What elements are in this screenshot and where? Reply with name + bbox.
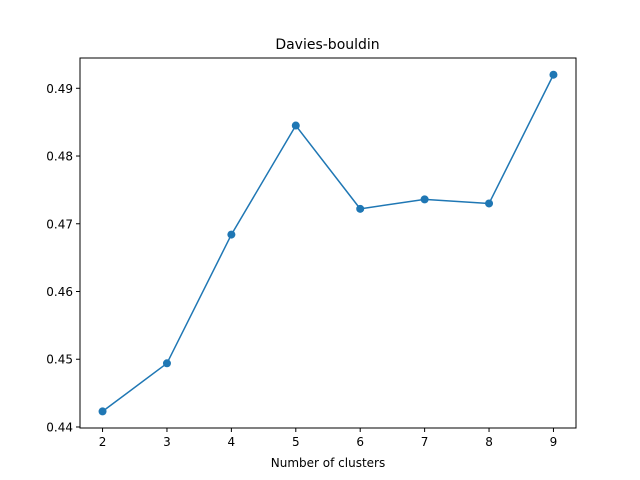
data-point xyxy=(420,195,429,204)
y-tick-label: 0.47 xyxy=(46,217,73,231)
y-tick-label: 0.44 xyxy=(46,420,73,434)
y-axis-ticks: 0.44 0.45 0.46 0.47 0.48 0.49 xyxy=(46,82,80,434)
x-tick-label: 3 xyxy=(163,435,171,449)
x-axis-label: Number of clusters xyxy=(271,456,385,470)
plot-area-frame xyxy=(79,57,577,429)
y-tick-label: 0.46 xyxy=(46,285,73,299)
data-point xyxy=(485,199,494,208)
chart-title: Davies-bouldin xyxy=(275,37,379,53)
y-tick-label: 0.49 xyxy=(46,82,73,96)
x-tick-label: 7 xyxy=(421,435,429,449)
x-tick-label: 4 xyxy=(228,435,236,449)
data-point xyxy=(356,204,365,213)
x-tick-label: 8 xyxy=(485,435,493,449)
x-tick-label: 5 xyxy=(292,435,300,449)
data-point xyxy=(227,230,236,239)
data-point xyxy=(549,70,558,79)
x-tick-label: 9 xyxy=(550,435,558,449)
x-tick-label: 2 xyxy=(99,435,107,449)
y-tick-label: 0.45 xyxy=(46,353,73,367)
x-axis-ticks: 2 3 4 5 6 7 8 9 xyxy=(99,428,558,449)
data-point xyxy=(98,407,107,416)
x-tick-label: 6 xyxy=(356,435,364,449)
y-tick-label: 0.48 xyxy=(46,150,73,164)
data-point xyxy=(162,359,171,368)
series-layer xyxy=(98,70,558,416)
series-line xyxy=(102,74,555,413)
data-point xyxy=(291,121,300,130)
